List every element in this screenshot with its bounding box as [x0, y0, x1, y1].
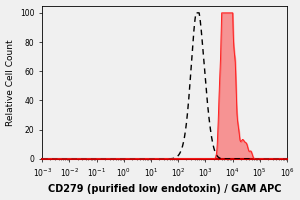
X-axis label: CD279 (purified low endotoxin) / GAM APC: CD279 (purified low endotoxin) / GAM APC: [48, 184, 281, 194]
Y-axis label: Relative Cell Count: Relative Cell Count: [6, 39, 15, 126]
